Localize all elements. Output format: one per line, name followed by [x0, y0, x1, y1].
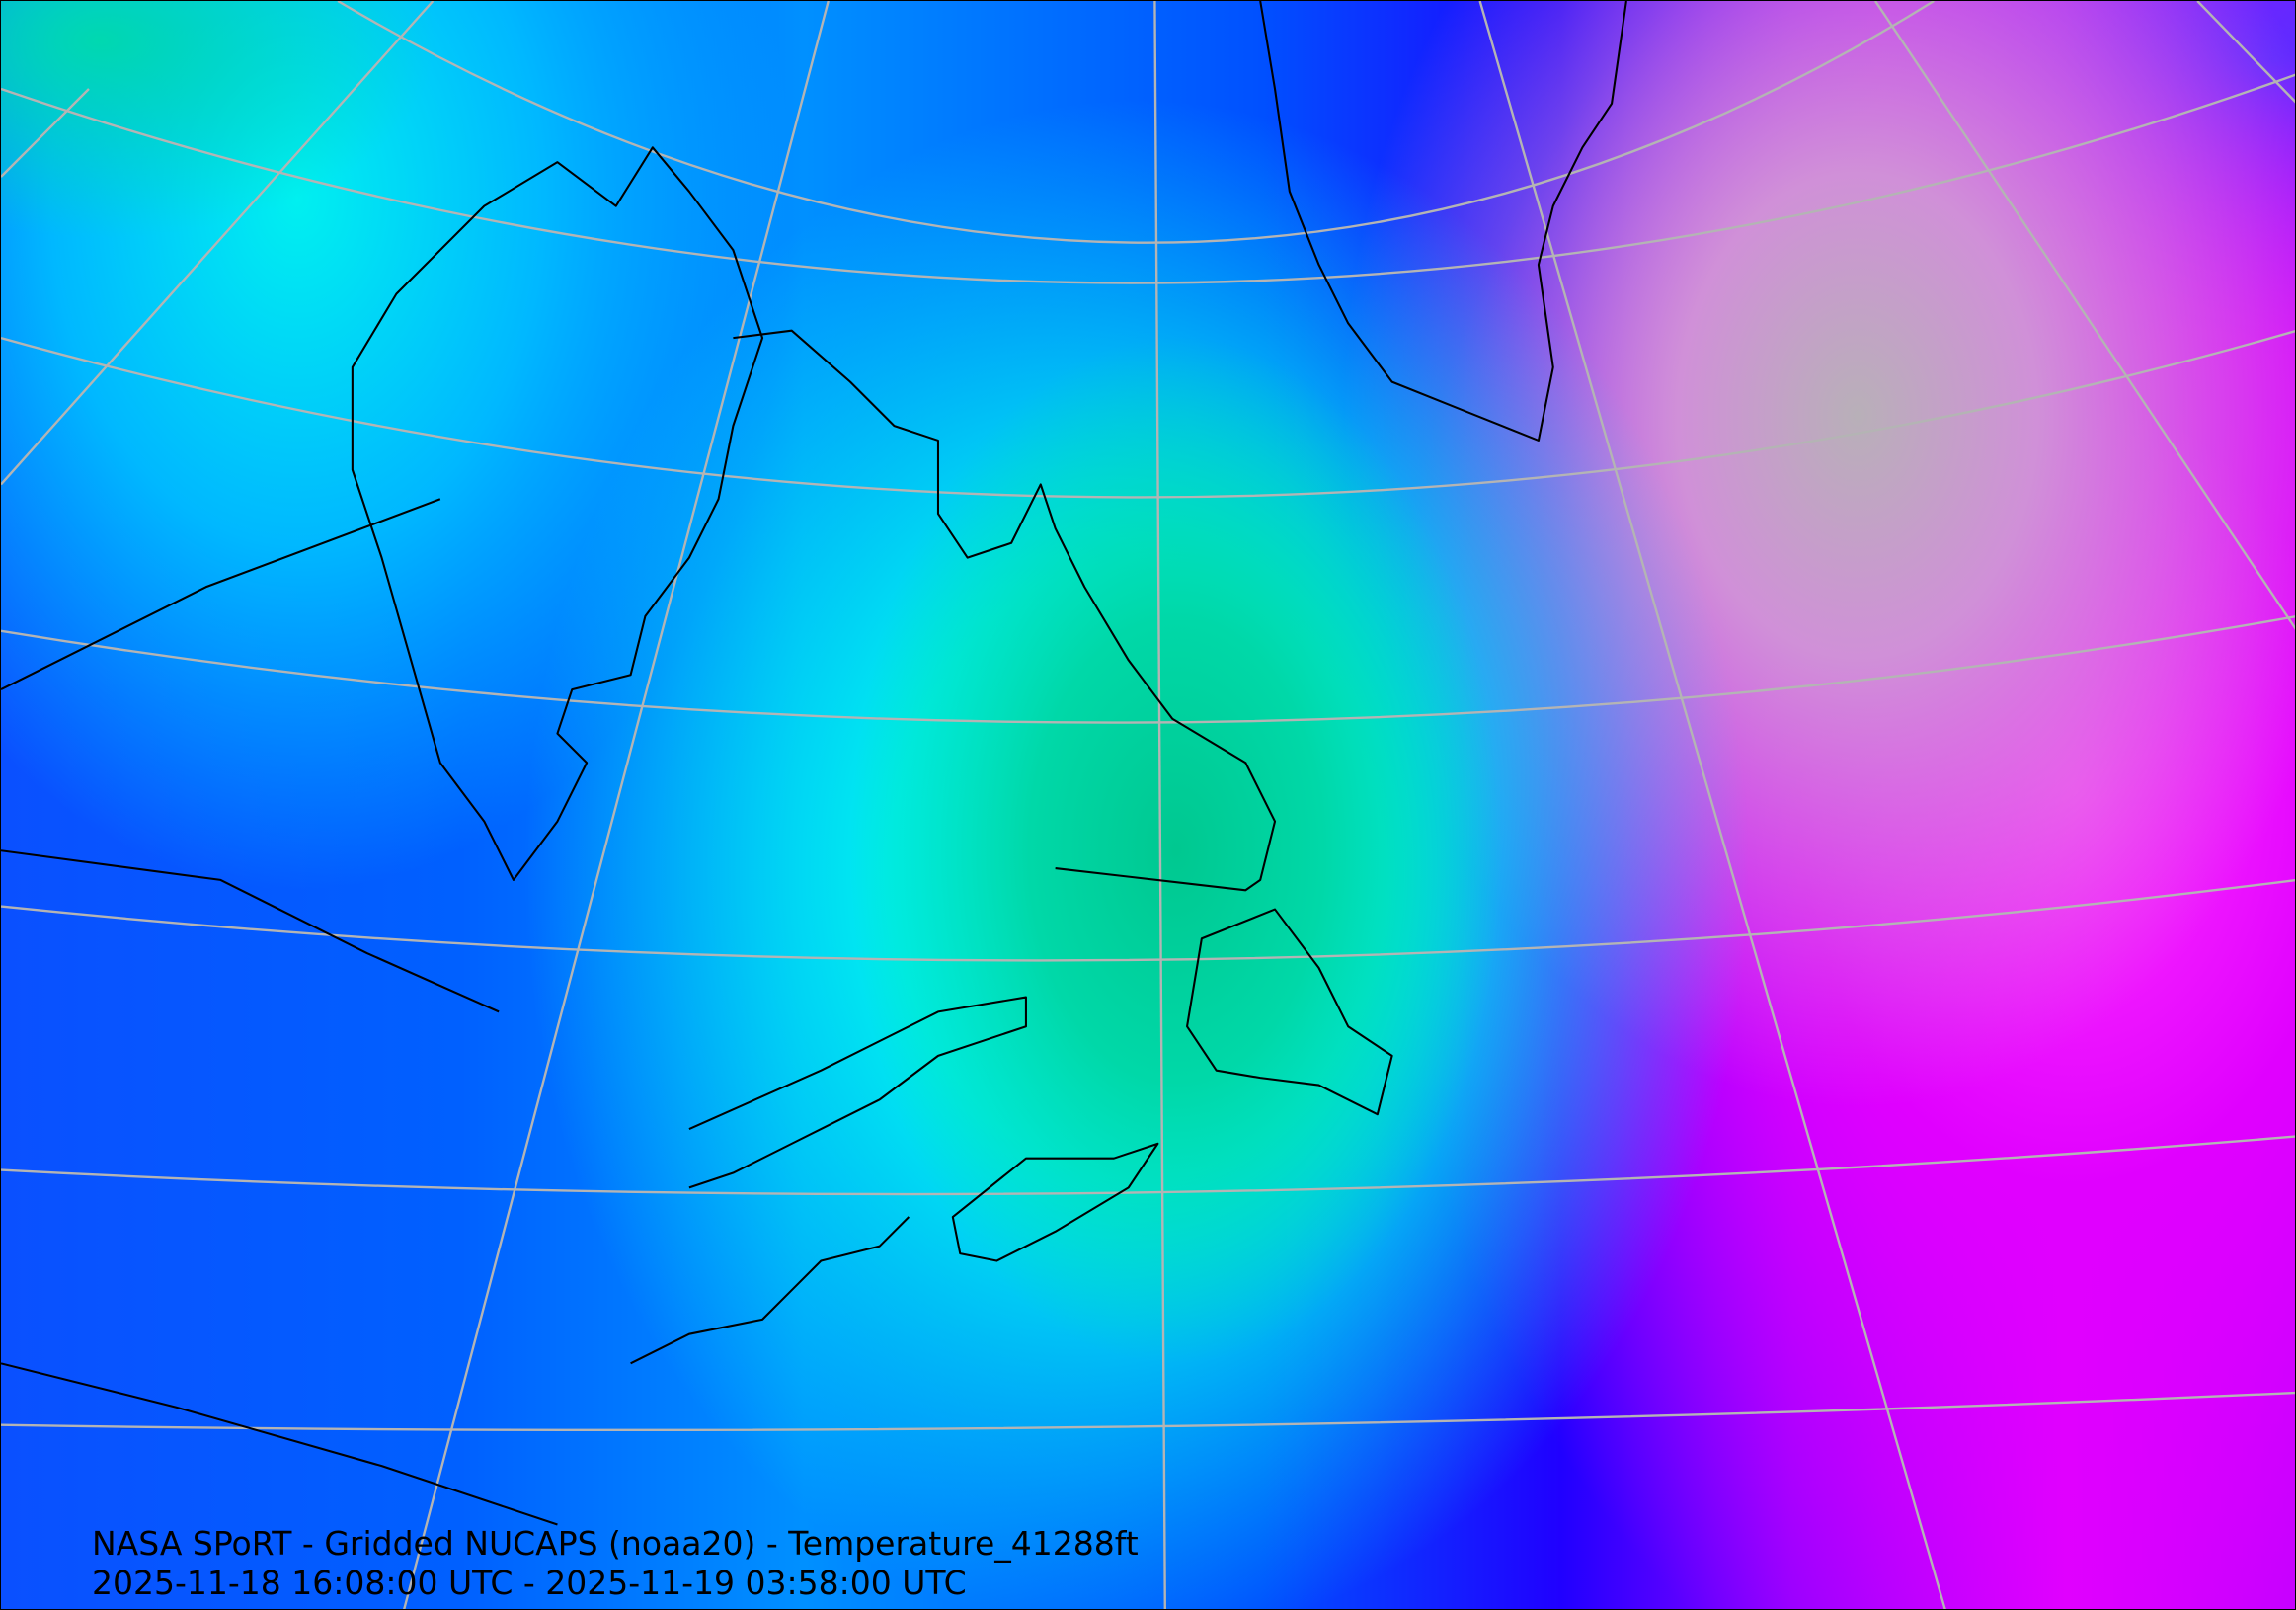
parallel-line	[1, 878, 2295, 962]
coastline-nova-scotia	[951, 1142, 1159, 1262]
parallel-line	[1, 615, 2295, 724]
meridian-line	[1153, 1, 1166, 1609]
coastline-greenland	[1259, 1, 1627, 442]
coastline-newfoundland	[1186, 908, 1393, 1116]
border-line	[1, 498, 441, 691]
coastline-st-lawrence	[688, 996, 1027, 1189]
border-line	[1, 1362, 558, 1526]
parallel-line	[1, 330, 2295, 499]
parallel-line	[337, 1, 1935, 244]
parallel-line	[1, 73, 2295, 284]
parallel-line	[1, 1135, 2295, 1196]
border-line	[1, 849, 500, 1013]
map-title: NASA SPoRT - Gridded NUCAPS (noaa20) - T…	[92, 1524, 1139, 1563]
coastline-us-east	[630, 1216, 910, 1365]
map-time-range: 2025-11-18 16:08:00 UTC - 2025-11-19 03:…	[92, 1564, 967, 1602]
meridian-line	[403, 1, 830, 1609]
meridian-line	[1873, 1, 2295, 630]
meridian-line	[1, 88, 90, 178]
coastline-labrador	[733, 329, 1277, 892]
meridian-line	[1, 1, 435, 486]
coastline-hudson-bay	[351, 146, 764, 881]
coastlines	[1, 1, 1627, 1526]
map-caption: NASA SPoRT - Gridded NUCAPS (noaa20) - T…	[92, 1524, 1139, 1603]
parallel-line	[1, 1391, 2295, 1432]
meridian-line	[1478, 1, 1946, 1609]
meridian-line	[2196, 1, 2295, 104]
